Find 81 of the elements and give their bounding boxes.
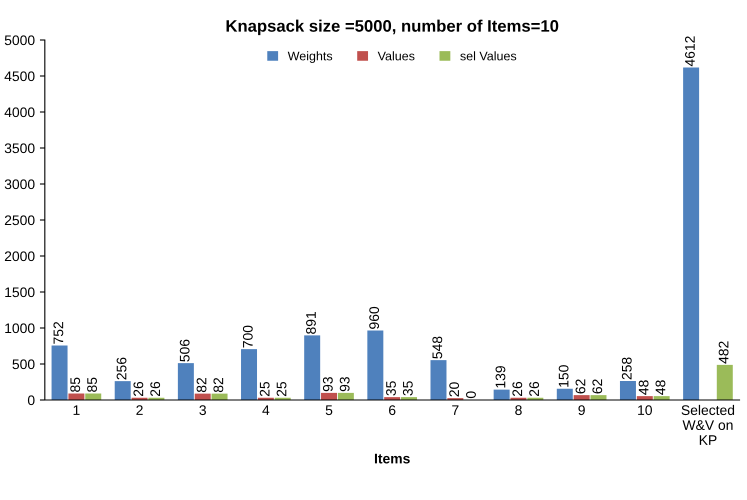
data-label: 891: [306, 312, 316, 334]
data-label: 85: [70, 378, 80, 392]
data-label: 25: [276, 382, 286, 396]
x-tick-label: 9: [578, 405, 585, 416]
bar: [620, 381, 636, 400]
bar: [304, 335, 320, 400]
x-tick-label: 10: [638, 405, 652, 416]
data-label: 26: [133, 382, 144, 396]
data-label: 258: [622, 357, 632, 380]
data-label: 93: [340, 377, 350, 392]
bar: [716, 364, 733, 400]
y-tick-label: 1000: [5, 323, 35, 334]
data-label: 150: [558, 365, 569, 387]
x-axis-title: Items: [374, 454, 410, 464]
data-label: 4612: [685, 36, 695, 66]
bar: [574, 395, 590, 400]
y-tick-label: 4000: [4, 107, 35, 118]
data-label: 256: [116, 358, 126, 380]
x-tick-label: 5: [326, 405, 332, 416]
data-label: 82: [213, 378, 224, 392]
data-label: 82: [196, 378, 206, 392]
y-tick-label: 3000: [4, 179, 35, 190]
data-label: 960: [369, 306, 380, 329]
data-label: 20: [449, 382, 460, 396]
bar: [590, 395, 606, 400]
chart-title: Knapsack size =5000, number of Items=10: [226, 20, 558, 36]
data-label: 139: [496, 366, 506, 388]
data-label: 482: [718, 341, 729, 364]
bar: [556, 388, 573, 400]
bar: [430, 360, 446, 400]
bar: [85, 393, 102, 400]
y-tick-label: 500: [12, 359, 35, 370]
legend-label: sel Values: [460, 51, 516, 60]
data-label: 752: [53, 322, 64, 344]
x-tick-label: 8: [515, 405, 522, 416]
x-tick-label: 2: [136, 405, 143, 415]
x-tick-label: Selected W&V on KP: [682, 404, 734, 445]
bar: [114, 381, 131, 400]
legend-label: Weights: [288, 51, 332, 63]
data-label: 26: [529, 382, 540, 396]
bar: [52, 345, 68, 400]
x-tick-label: 3: [199, 405, 206, 416]
data-label: 48: [656, 380, 666, 395]
y-tick-label: 1500: [5, 287, 35, 298]
x-tick-label: 6: [389, 405, 396, 416]
legend-label: Values: [378, 51, 414, 60]
y-tick-label: 3500: [4, 143, 35, 154]
data-label: 548: [432, 336, 442, 359]
data-label: 26: [150, 382, 160, 396]
x-tick-label: 1: [74, 405, 80, 415]
bar: [683, 68, 700, 400]
bar: [212, 394, 228, 400]
bar: [636, 396, 653, 400]
bar: [68, 393, 84, 400]
data-label: 700: [242, 326, 253, 348]
y-tick-label: 2500: [4, 215, 35, 226]
y-tick-label: 2000: [4, 251, 35, 262]
y-tick-label: 4500: [4, 71, 35, 82]
data-label: 25: [260, 382, 270, 396]
data-label: 93: [322, 377, 333, 392]
data-label: 35: [402, 381, 413, 396]
x-tick-label: 4: [262, 405, 270, 415]
data-label: 0: [466, 391, 476, 398]
data-label: 62: [576, 379, 586, 394]
y-tick-label: 5000: [4, 35, 35, 46]
bar: [178, 363, 194, 400]
bar: [367, 330, 384, 400]
data-label: 85: [87, 378, 97, 392]
data-label: 506: [180, 340, 190, 362]
data-label: 62: [592, 379, 602, 394]
bar: [194, 394, 211, 400]
x-tick-label: 7: [452, 405, 458, 415]
bar: [241, 349, 258, 400]
bar: [494, 390, 510, 400]
y-tick-label: 0: [28, 395, 35, 406]
bar: [654, 396, 670, 400]
bar: [321, 392, 338, 400]
bar: [338, 392, 354, 400]
data-label: 35: [386, 381, 396, 396]
data-label: 48: [638, 380, 649, 395]
data-label: 26: [512, 382, 522, 396]
